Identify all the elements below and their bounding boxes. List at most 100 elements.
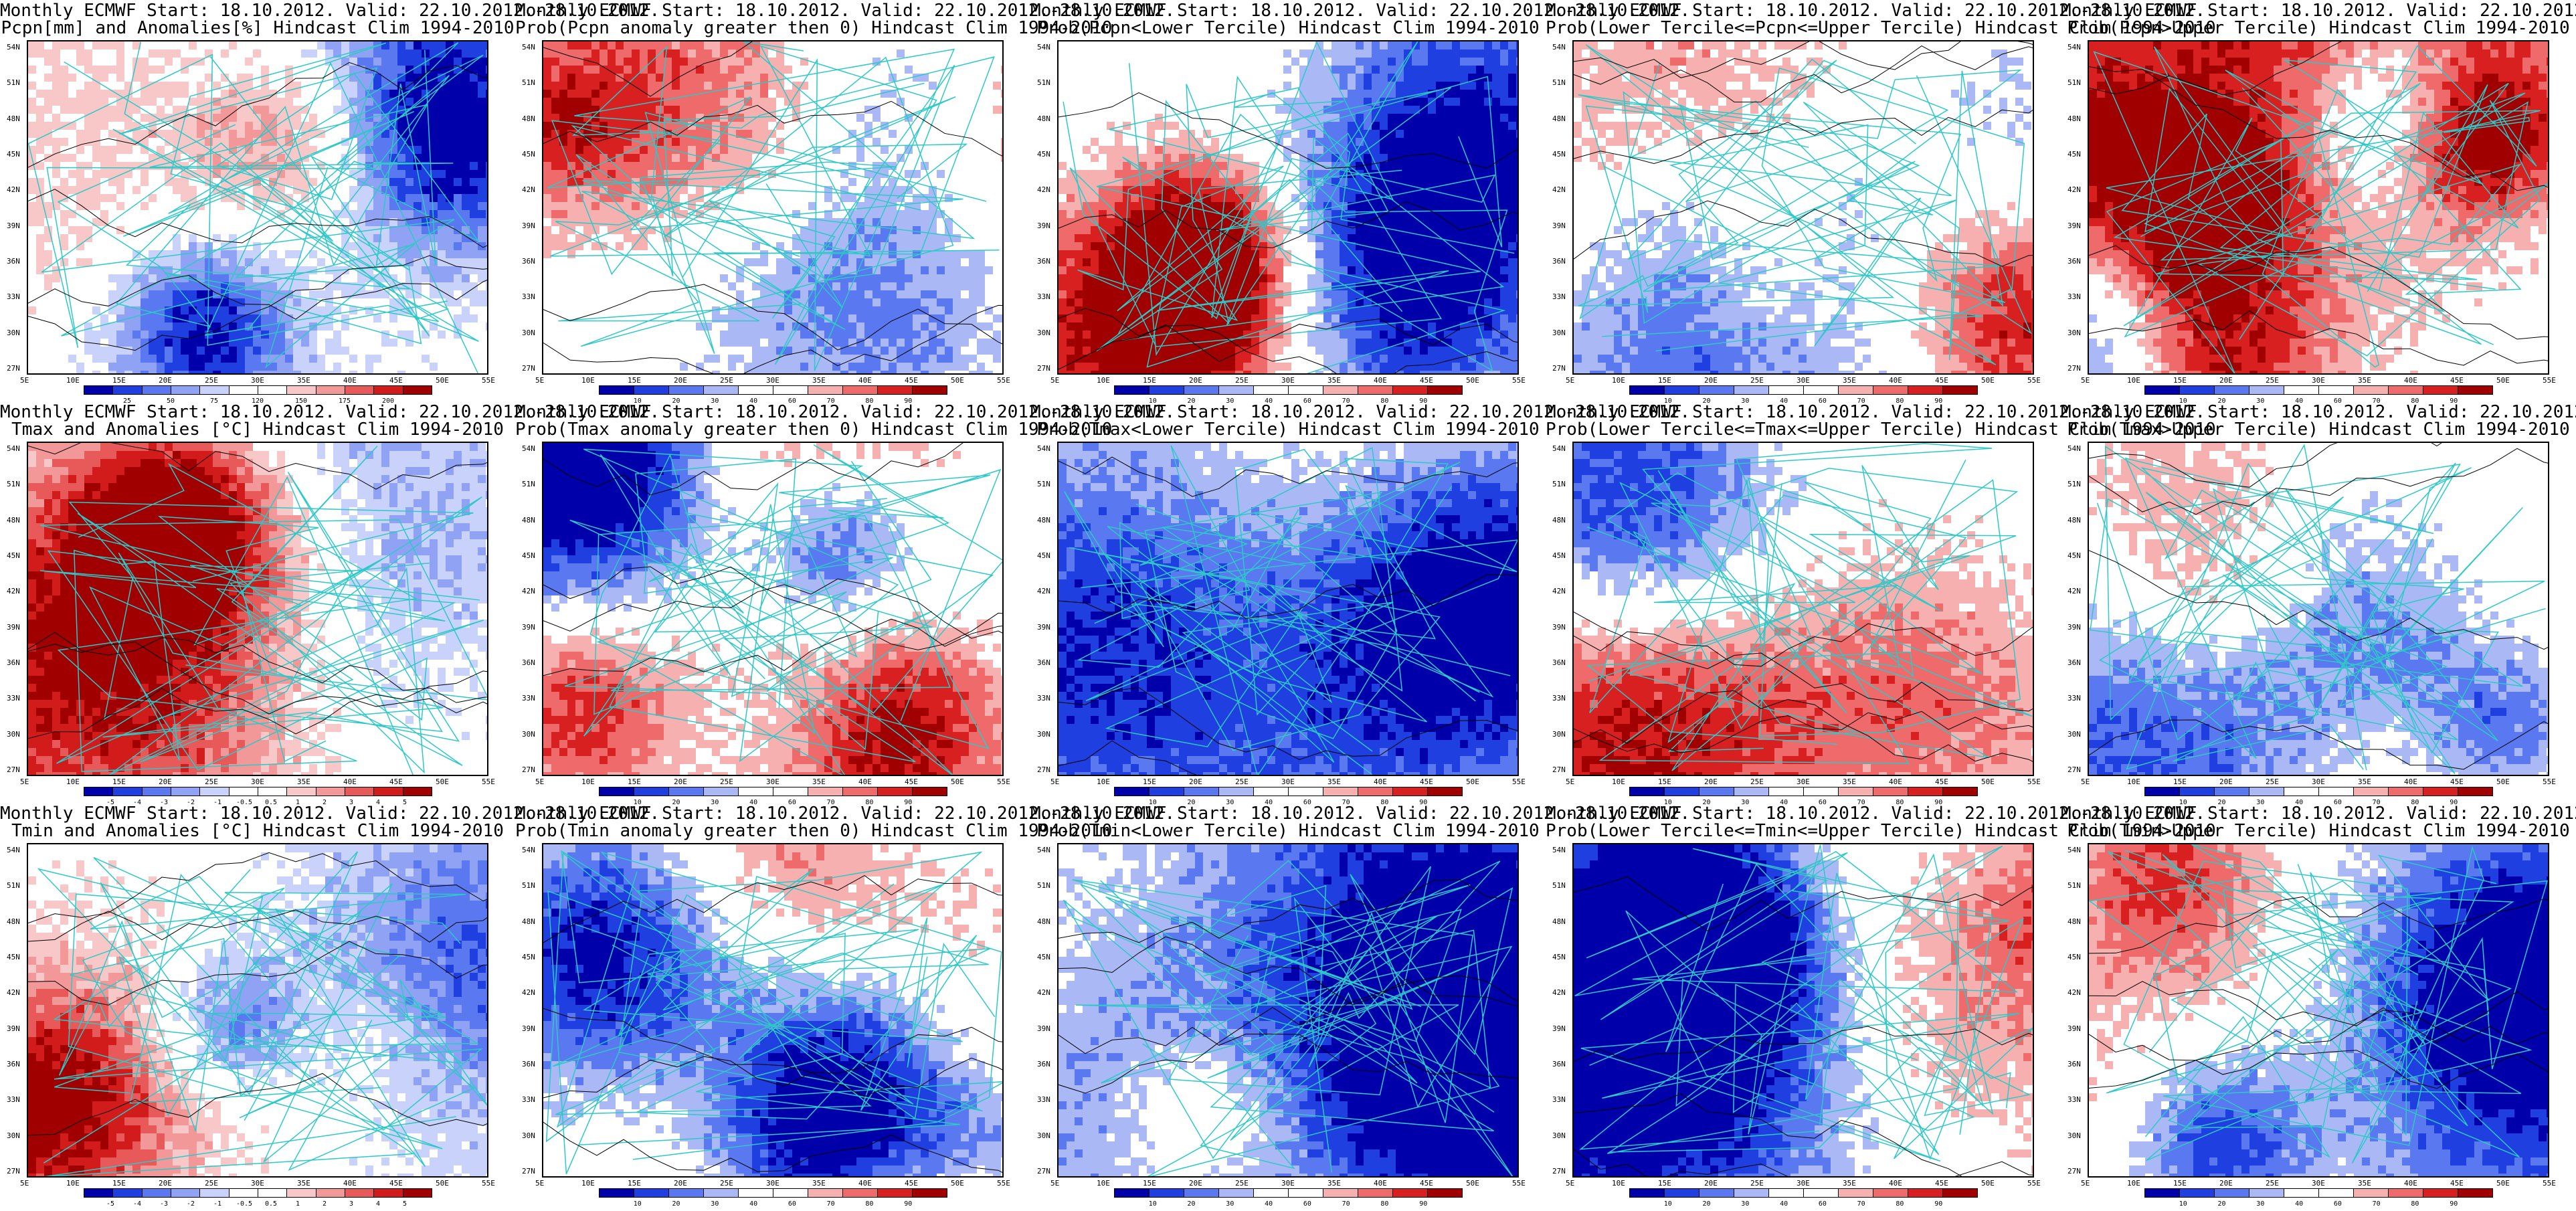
coastline <box>600 851 1002 1113</box>
colorbar-cell <box>2284 787 2319 796</box>
colorbar-label: 60 <box>1819 397 1827 405</box>
colorbar-cell <box>703 1188 739 1198</box>
contour-line <box>28 632 487 703</box>
coastline <box>68 501 474 772</box>
coastline <box>1578 44 2032 335</box>
lat-label: 39N <box>1037 221 1050 230</box>
panel-title-line1: Monthly ECMWF Start: 18.10.2012. Valid: … <box>1546 403 2205 422</box>
colorbar-label: 80 <box>2411 799 2419 806</box>
colorbar-cell <box>2284 385 2319 395</box>
lat-label: 51N <box>522 881 535 890</box>
lon-label: 25E <box>1235 376 1249 385</box>
lon-label: 25E <box>1235 1179 1249 1188</box>
colorbar-label: 10 <box>1149 397 1157 405</box>
lon-label: 55E <box>482 777 495 786</box>
lon-label: 55E <box>482 1179 495 1188</box>
lat-label: 39N <box>2067 623 2081 632</box>
panel-title-line2: Prob(Lower Tercile<=Tmax<=Upper Tercile)… <box>1546 420 2216 439</box>
lon-label: 40E <box>1889 1179 1902 1188</box>
colorbar-label: 90 <box>2450 799 2458 806</box>
colorbar-label: 30 <box>1226 397 1234 405</box>
colorbar-label: 90 <box>1419 397 1427 405</box>
lat-label: 51N <box>1552 480 1566 488</box>
lat-label: 54N <box>522 846 535 854</box>
lon-label: 55E <box>2543 1179 2556 1188</box>
lat-label: 42N <box>7 587 20 595</box>
colorbar-cell <box>1873 385 1908 395</box>
lon-label: 50E <box>1466 1179 1479 1188</box>
colorbar: -5 -4 -3 -2 -1 -0.5 0.5 1 2 3 4 5 <box>84 787 432 810</box>
lon-label: 25E <box>205 777 218 786</box>
colorbar-cell <box>842 787 878 796</box>
panel-title-line1: Monthly ECMWF Start: 18.10.2012. Valid: … <box>515 1 1175 20</box>
coastline <box>1121 41 1505 341</box>
colorbar: 25 50 75 120 150 175 200 <box>84 385 432 408</box>
colorbar-cell <box>1392 385 1428 395</box>
lat-label: 39N <box>1552 1024 1566 1033</box>
lon-label: 10E <box>1097 1179 1110 1188</box>
colorbar-cell <box>1803 787 1839 796</box>
lon-label: 20E <box>674 1179 687 1188</box>
lon-label: 55E <box>2027 376 2041 385</box>
contour-line <box>1574 623 2033 667</box>
colorbar-cell <box>171 385 201 395</box>
forecast-map <box>1572 40 2034 375</box>
lon-label: 5E <box>1566 376 1574 385</box>
colorbar-label: 200 <box>382 397 394 405</box>
lat-label: 54N <box>1552 444 1566 453</box>
lat-label: 33N <box>1552 292 1566 301</box>
colorbar-cell <box>84 787 114 796</box>
lon-label: 15E <box>1658 1179 1671 1188</box>
colorbar-label: 80 <box>2411 397 2419 405</box>
lat-label: 27N <box>2067 364 2081 373</box>
lon-label: 40E <box>2404 777 2417 786</box>
lat-label: 51N <box>2067 480 2081 488</box>
lon-label: 20E <box>159 777 172 786</box>
colorbar-cell <box>773 385 808 395</box>
lon-label: 45E <box>905 1179 918 1188</box>
lat-label: 42N <box>522 587 535 595</box>
colorbar: 10 20 30 40 60 70 80 90 <box>599 1188 947 1211</box>
lat-label: 48N <box>1552 114 1566 123</box>
colorbar-cell <box>402 1188 432 1198</box>
colorbar-cell <box>2179 1188 2215 1198</box>
lon-label: 20E <box>674 777 687 786</box>
colorbar-cell <box>842 385 878 395</box>
coastline <box>64 42 479 337</box>
lon-label: 10E <box>66 777 80 786</box>
colorbar-cell <box>1358 1188 1393 1198</box>
colorbar-cell <box>373 385 403 395</box>
colorbar-label: 80 <box>1380 799 1388 806</box>
lon-label: 50E <box>951 376 964 385</box>
lat-label: 48N <box>1037 114 1050 123</box>
lon-label: 25E <box>720 777 733 786</box>
colorbar-cell <box>1323 787 1358 796</box>
colorbar-cell <box>112 787 143 796</box>
lon-label: 20E <box>2219 777 2233 786</box>
coastline <box>1578 70 2004 361</box>
coastline <box>569 453 933 775</box>
lon-label: 20E <box>1704 777 1718 786</box>
colorbar-label: 40 <box>2295 397 2303 405</box>
colorbar-label: -0.5 <box>236 799 252 806</box>
lat-label: 54N <box>1037 846 1050 854</box>
colorbar-cell <box>1768 1188 1804 1198</box>
colorbar-cell <box>1114 1188 1149 1198</box>
panel-title-line2: Pcpn[mm] and Anomalies[%] Hindcast Clim … <box>0 19 515 37</box>
lon-label: 30E <box>1281 777 1295 786</box>
lon-label: 35E <box>2358 376 2371 385</box>
colorbar-cell <box>141 787 171 796</box>
colorbar-cell <box>738 787 773 796</box>
contour-line <box>543 443 963 496</box>
panel-title-line1: Monthly ECMWF Start: 18.10.2012. Valid: … <box>1030 403 1690 422</box>
colorbar-cell <box>877 1188 913 1198</box>
colorbar-cell <box>1768 787 1804 796</box>
forecast-map <box>542 843 1004 1178</box>
lat-label: 42N <box>1037 988 1050 997</box>
lon-label: 35E <box>1843 777 1856 786</box>
colorbar-label: 30 <box>1226 799 1234 806</box>
lon-label: 10E <box>1097 777 1110 786</box>
lat-label: 36N <box>1552 257 1566 266</box>
lat-label: 42N <box>1552 185 1566 194</box>
lat-label: 54N <box>1037 43 1050 52</box>
